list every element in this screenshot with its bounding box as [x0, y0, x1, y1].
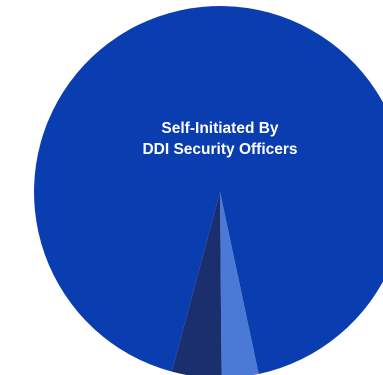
pie-slice-1-label: Self-Initiated By DDI Security Officers	[142, 120, 297, 158]
pie-slice-1-label-line: DDI Security Officers	[142, 141, 297, 158]
pie-slice-1-label-line: Self-Initiated By	[161, 120, 279, 137]
pie-labels: Self-Initiated By DDI Security Officers	[142, 120, 297, 158]
pie-slice-2	[220, 192, 259, 375]
pie-slice-3	[171, 192, 222, 375]
pie-slices	[34, 6, 383, 375]
pie-slice-1	[34, 6, 383, 374]
